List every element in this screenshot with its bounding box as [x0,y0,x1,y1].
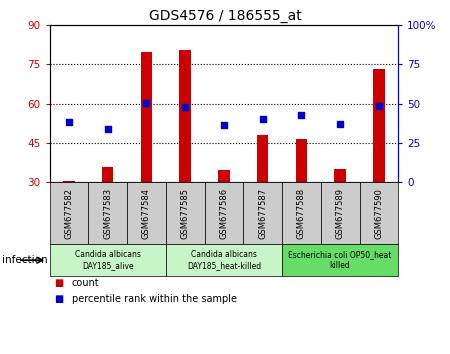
Text: count: count [72,278,99,288]
Text: GSM677590: GSM677590 [374,188,383,239]
Point [181,104,189,109]
Text: infection: infection [2,255,48,265]
Bar [257,135,269,182]
Text: Candida albicans
DAY185_heat-killed: Candida albicans DAY185_heat-killed [187,251,261,270]
Bar [373,69,385,182]
Text: GDS4576 / 186555_at: GDS4576 / 186555_at [148,9,302,23]
Bar [218,171,230,182]
Point [337,121,344,127]
Text: ■: ■ [54,294,63,304]
Text: percentile rank within the sample: percentile rank within the sample [72,294,237,304]
Point [375,103,382,109]
Text: GSM677588: GSM677588 [297,188,306,239]
Text: ■: ■ [54,278,63,288]
Text: Candida albicans
DAY185_alive: Candida albicans DAY185_alive [75,251,140,270]
Point [298,112,305,118]
Point [259,116,266,121]
Point [143,100,150,105]
Text: GSM677583: GSM677583 [103,188,112,239]
Text: GSM677585: GSM677585 [180,188,189,239]
Text: Escherichia coli OP50_heat
killed: Escherichia coli OP50_heat killed [288,251,392,270]
Bar [334,169,346,182]
Text: GSM677584: GSM677584 [142,188,151,239]
Bar [102,167,113,182]
Text: GSM677587: GSM677587 [258,188,267,239]
Text: GSM677586: GSM677586 [220,188,228,239]
Bar [296,139,307,182]
Point [220,122,227,128]
Bar [63,181,75,182]
Bar [140,52,152,182]
Text: GSM677589: GSM677589 [336,188,345,239]
Point [65,119,72,125]
Text: GSM677582: GSM677582 [64,188,73,239]
Bar [179,50,191,182]
Point [104,126,111,132]
